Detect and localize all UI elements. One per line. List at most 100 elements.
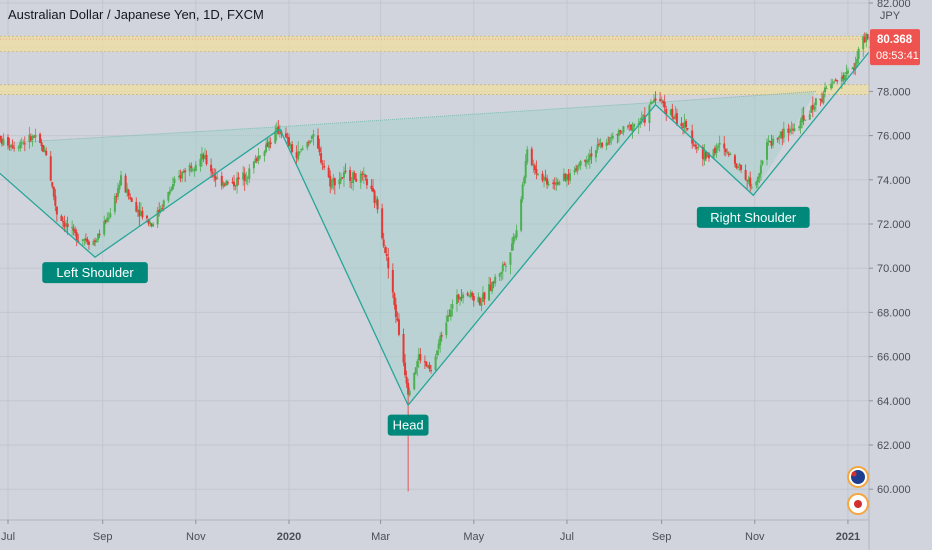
candle-body <box>756 176 759 183</box>
candle-body <box>462 294 465 299</box>
candle-body <box>156 210 159 225</box>
candle-body <box>782 128 785 138</box>
candle-body <box>590 153 593 157</box>
candle-body <box>63 222 66 227</box>
pattern-fill-left <box>0 140 96 258</box>
candle-body <box>820 100 823 102</box>
candle-body <box>23 143 26 145</box>
candle-body <box>457 294 460 299</box>
candle-body <box>426 365 429 368</box>
candle-body <box>413 372 416 390</box>
time-tick-label: Mar <box>371 531 390 543</box>
candle-body <box>291 144 294 153</box>
candle-body <box>478 298 481 305</box>
candle-body <box>579 161 582 166</box>
candle-body <box>200 153 203 160</box>
candle-body <box>52 186 55 197</box>
candle-body <box>28 134 31 143</box>
candle-body <box>801 116 804 123</box>
candle-body <box>523 177 526 184</box>
price-tick-label: 72.000 <box>877 219 911 231</box>
candle-body <box>736 167 739 169</box>
candle-body <box>510 243 513 251</box>
candle-body <box>170 188 173 192</box>
candle-body <box>193 169 196 171</box>
time-tick-label: May <box>463 531 484 543</box>
candle-body <box>190 166 193 169</box>
candle-body <box>439 336 442 346</box>
candle-body <box>724 148 727 153</box>
candle-body <box>310 136 313 139</box>
candle-body <box>191 169 194 171</box>
candle-body <box>509 252 512 265</box>
candle-body <box>300 149 303 151</box>
candle-body <box>278 130 281 134</box>
candle-body <box>480 302 483 306</box>
candle-body <box>2 138 5 146</box>
candle-body <box>181 171 184 179</box>
candle-body <box>601 142 604 148</box>
candle-body <box>344 170 347 172</box>
candle-body <box>643 115 646 123</box>
candle-body <box>312 134 315 137</box>
candle-body <box>498 273 501 277</box>
candle-body <box>402 333 405 363</box>
candle-body <box>547 183 550 185</box>
candle-body <box>22 142 25 144</box>
candle-body <box>204 155 207 158</box>
price-tick-label: 60.000 <box>877 484 911 496</box>
candle-body <box>268 141 271 148</box>
candle-body <box>124 175 127 193</box>
candle-body <box>594 150 597 158</box>
candle-body <box>213 174 216 177</box>
candle-body <box>29 136 32 141</box>
candle-body <box>167 191 170 201</box>
candle-body <box>674 114 677 119</box>
time-tick-label: Nov <box>186 531 206 543</box>
candle-body <box>778 136 781 139</box>
price-tick-label: 78.000 <box>877 86 911 98</box>
candle-body <box>17 147 20 149</box>
candle-body <box>536 173 539 175</box>
candle-body <box>575 168 578 171</box>
candle-body <box>652 99 655 103</box>
candle-body <box>115 196 118 198</box>
candle-body <box>448 315 451 317</box>
candle-body <box>697 146 700 149</box>
candle-body <box>691 130 694 144</box>
candle-body <box>188 165 191 172</box>
candle-body <box>72 228 75 231</box>
candle-body <box>408 390 411 396</box>
time-axis[interactable]: Jul Sep Nov 2020 Mar May Jul Sep Nov 2021 <box>0 519 869 543</box>
candle-body <box>397 319 400 335</box>
candle-body <box>504 265 507 267</box>
candle-body <box>779 131 782 137</box>
candle-body <box>0 135 2 140</box>
candle-body <box>263 151 266 156</box>
price-tick-label: 74.000 <box>877 175 911 187</box>
candle-body <box>798 126 801 128</box>
candle-body <box>503 264 506 266</box>
candle-body <box>231 181 234 183</box>
candle-body <box>252 161 255 169</box>
currency-label: JPY <box>880 10 901 22</box>
candle-body <box>371 188 374 192</box>
candle-body <box>834 79 837 82</box>
candle-body <box>98 234 101 236</box>
annotation-box <box>42 262 148 284</box>
candle-body <box>159 209 162 212</box>
candle-body <box>223 183 226 185</box>
candle-body <box>616 134 619 136</box>
candle-body <box>130 198 133 202</box>
candle-body <box>376 199 379 210</box>
candle-body <box>425 361 428 367</box>
candle-body <box>243 173 246 181</box>
candle-body <box>333 178 336 186</box>
candle-body <box>526 149 529 163</box>
candle-body <box>695 147 698 149</box>
candle-body <box>179 175 182 179</box>
candle-body <box>301 148 304 150</box>
candle-body <box>686 128 689 130</box>
